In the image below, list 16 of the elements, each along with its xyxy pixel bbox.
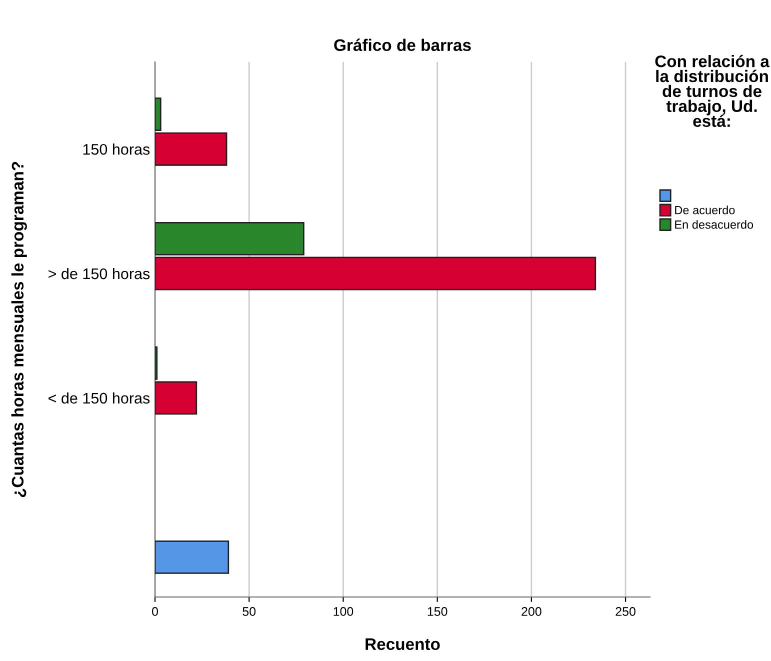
x-tick-label: 100 [334, 607, 354, 616]
y-axis-title: ¿Cuantas horas mensuales le programan? [11, 162, 27, 498]
chart-title: Gráfico de barras [334, 38, 471, 52]
legend-title: Con relación a la distribución de turnos de trabajo, Ud. está: [655, 54, 770, 127]
bar [155, 540, 230, 574]
y-tick-label: < de 150 horas [48, 392, 150, 404]
y-tick-label: 150 horas [83, 144, 150, 155]
x-tick-label: 150 [428, 607, 448, 616]
x-tick-label: 0 [152, 607, 158, 616]
legend-label: En desacuerdo [675, 220, 754, 229]
legend-label: De acuerdo [675, 206, 735, 214]
x-axis-title: Recuento [366, 638, 440, 650]
x-tick-label: 250 [616, 607, 636, 616]
y-tick-label: > de 150 horas [48, 268, 150, 280]
x-tick-label: 200 [522, 607, 542, 616]
x-tick-label: 50 [242, 607, 256, 616]
